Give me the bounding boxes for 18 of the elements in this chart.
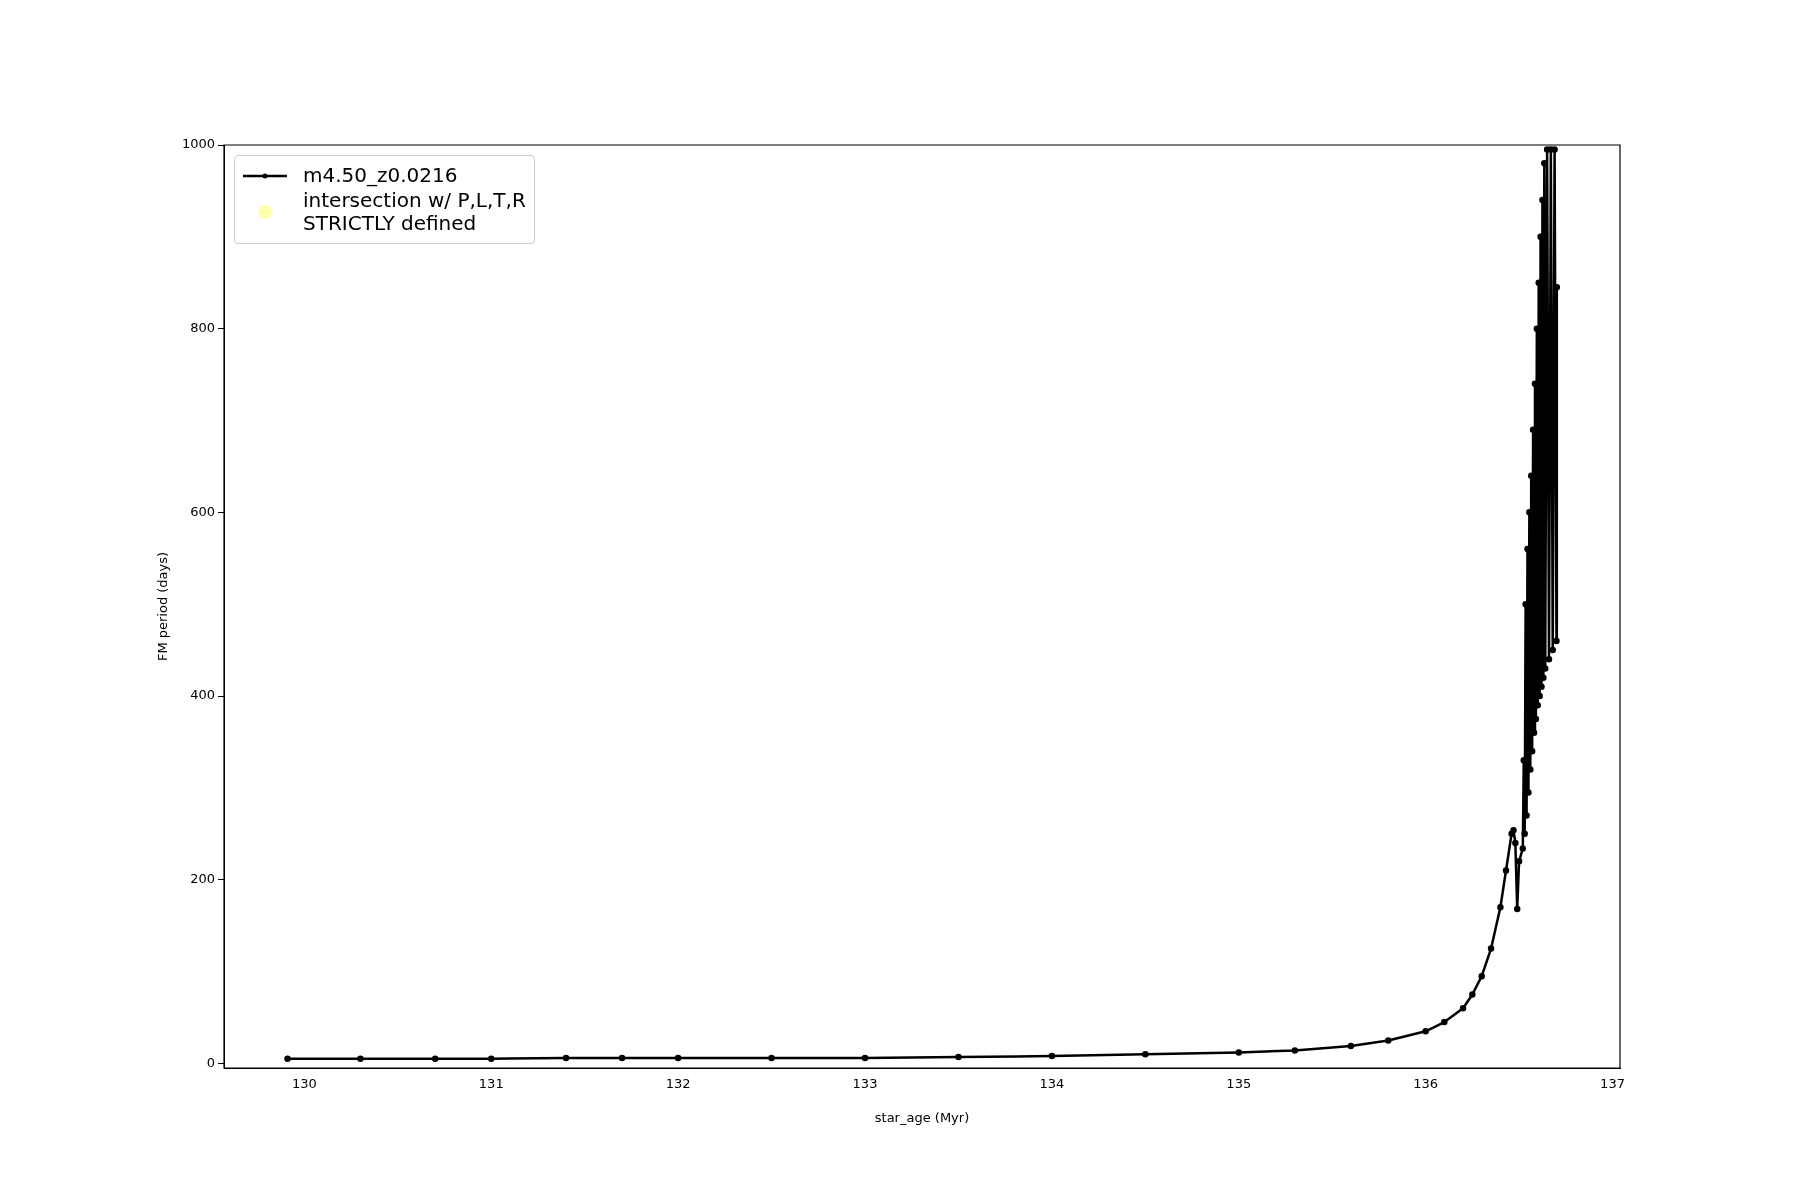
y-axis-title: FM period (days)	[155, 551, 171, 662]
y-tick-label: 200	[190, 871, 215, 887]
x-tick-label: 137	[1600, 1076, 1625, 1092]
y-tick-label: 0	[206, 1054, 215, 1070]
x-tick-label: 135	[1226, 1076, 1252, 1092]
y-tick-label: 1000	[181, 136, 215, 152]
y-tick-label: 600	[190, 503, 215, 519]
legend-label: intersection w/ P,L,T,R STRICTLY defined	[303, 188, 526, 235]
x-tick-label: 132	[665, 1076, 691, 1092]
x-axis-title: star_age (Myr)	[874, 1109, 970, 1125]
x-tick-label: 133	[852, 1076, 878, 1092]
x-tick-label: 131	[478, 1076, 504, 1092]
x-tick-label: 136	[1413, 1076, 1439, 1092]
x-tick-label: 134	[1039, 1076, 1065, 1092]
x-tick-label: 130	[291, 1076, 317, 1092]
y-tick-label: 800	[190, 320, 215, 336]
legend-label: m4.50_z0.0216	[303, 163, 458, 187]
y-tick-label: 400	[190, 687, 215, 703]
